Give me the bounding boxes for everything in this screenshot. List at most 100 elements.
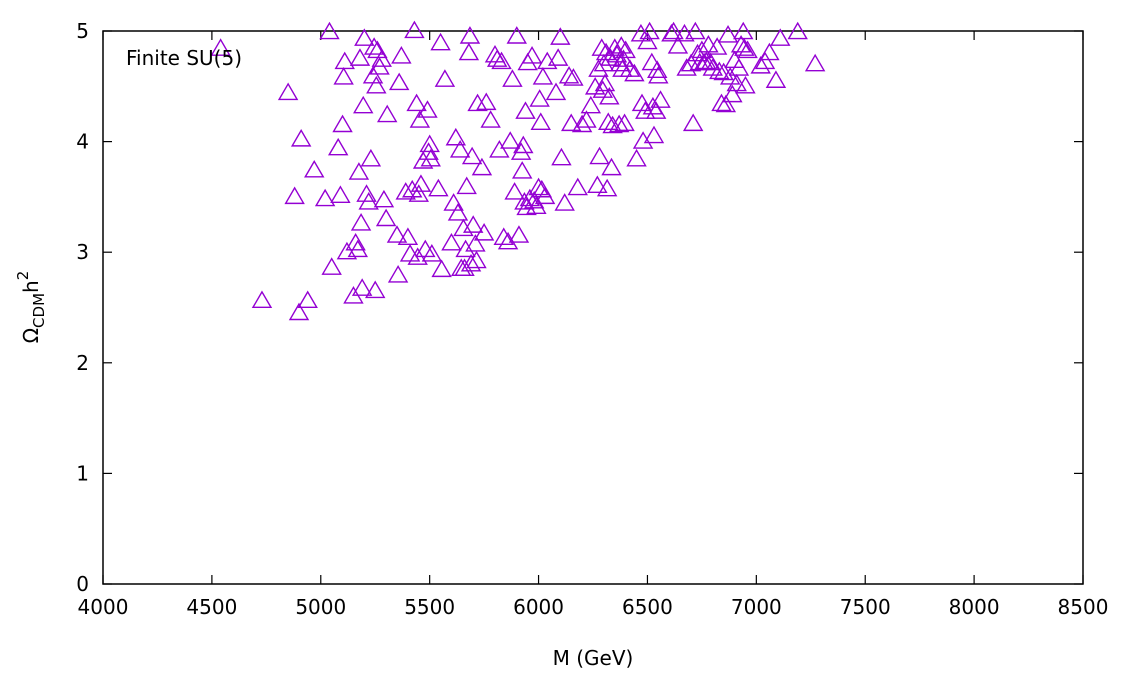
data-points: [210, 20, 826, 321]
data-point-triangle: [480, 110, 501, 128]
data-point-triangle: [251, 290, 273, 309]
data-point-triangle: [512, 161, 533, 179]
data-point-triangle: [397, 227, 419, 246]
data-point-triangle: [613, 49, 634, 67]
data-point-triangle: [334, 51, 355, 70]
data-point-triangle: [458, 42, 480, 61]
data-point-triangle: [641, 52, 663, 71]
data-point-triangle: [360, 148, 382, 167]
data-point-triangle: [599, 86, 620, 105]
data-point-triangle: [770, 28, 791, 46]
data-point-triangle: [532, 67, 554, 85]
data-point-triangle: [350, 213, 372, 231]
data-point-triangle: [356, 184, 377, 202]
data-point-triangle: [434, 69, 456, 87]
data-point-triangle: [371, 49, 392, 67]
data-point-triangle: [395, 182, 416, 200]
data-point-triangle: [441, 232, 462, 251]
data-point-triangle: [594, 73, 616, 92]
data-point-triangle: [754, 51, 776, 70]
x-tick-label: 5000: [295, 595, 346, 619]
data-point-triangle: [624, 63, 645, 82]
data-point-triangle: [650, 90, 671, 108]
data-point-triangle: [680, 53, 702, 72]
data-point-triangle: [733, 21, 754, 40]
data-point-triangle: [465, 234, 486, 252]
data-point-triangle: [456, 176, 477, 195]
y-axis-label-sup: 2: [14, 271, 32, 281]
y-axis-label-rest: h: [19, 280, 43, 293]
data-point-triangle: [506, 26, 527, 44]
data-point-triangle: [602, 115, 623, 134]
data-point-triangle: [420, 148, 441, 167]
data-point-triangle: [493, 227, 514, 246]
plot-area-border: [102, 30, 1084, 585]
data-point-triangle: [348, 162, 370, 180]
data-point-triangle: [410, 174, 432, 192]
data-point-triangle: [415, 239, 436, 258]
data-point-triangle: [663, 21, 684, 40]
axis-ticks: [102, 30, 1084, 585]
data-point-triangle: [614, 113, 635, 132]
data-point-triangle: [595, 42, 617, 61]
data-point-triangle: [528, 177, 549, 196]
data-point-triangle: [375, 208, 397, 227]
chart-annotation: Finite SU(5): [126, 46, 242, 70]
data-point-triangle: [580, 95, 602, 114]
y-tick-label: 0: [76, 572, 89, 596]
x-tick-label: 8000: [949, 595, 1000, 619]
data-point-triangle: [508, 225, 530, 243]
data-point-triangle: [554, 193, 575, 211]
data-point-triangle: [685, 21, 706, 40]
data-point-triangle: [453, 218, 474, 237]
data-point-triangle: [734, 38, 755, 56]
data-point-triangle: [391, 46, 412, 64]
data-point-triangle: [297, 290, 318, 309]
data-point-triangle: [643, 125, 665, 144]
data-point-triangle: [593, 53, 615, 72]
data-point-triangle: [759, 42, 780, 61]
data-point-triangle: [491, 51, 512, 70]
data-point-triangle: [332, 114, 353, 133]
data-point-triangle: [765, 70, 787, 88]
data-point-triangle: [687, 43, 708, 62]
x-tick-label: 7000: [731, 595, 782, 619]
data-point-triangle: [502, 69, 523, 87]
data-point-triangle: [592, 80, 614, 98]
data-point-triangle: [551, 147, 572, 166]
data-point-triangle: [471, 157, 493, 176]
x-tick-label: 4500: [186, 595, 237, 619]
data-point-triangle: [489, 140, 510, 158]
data-point-triangle: [696, 51, 717, 70]
data-point-triangle: [455, 239, 476, 258]
data-point-triangle: [445, 127, 467, 146]
data-point-triangle: [587, 175, 608, 194]
data-point-triangle: [567, 177, 588, 196]
data-point-triangle: [563, 68, 584, 86]
data-point-triangle: [290, 128, 312, 147]
data-point-triangle: [529, 89, 550, 107]
data-point-triangle: [515, 101, 536, 119]
data-point-triangle: [461, 146, 483, 165]
axis-tick-labels: 4000 4500 5000 5500 6000 6500 7000 7500 8000 8500…: [76, 19, 1108, 619]
data-point-triangle: [519, 188, 541, 207]
data-point-triangle: [314, 188, 336, 207]
data-point-triangle: [476, 92, 497, 111]
y-tick-label: 2: [76, 351, 89, 375]
data-point-triangle: [330, 185, 351, 203]
data-point-triangle: [463, 215, 484, 233]
data-point-triangle: [345, 232, 366, 251]
data-point-triangle: [615, 40, 636, 59]
data-point-triangle: [632, 131, 654, 149]
data-point-triangle: [321, 257, 342, 275]
data-point-triangle: [631, 93, 653, 112]
data-point-triangle: [576, 110, 597, 128]
data-point-triangle: [619, 59, 641, 77]
data-point-triangle: [386, 225, 408, 243]
plot-frame: [102, 30, 1084, 585]
data-point-triangle: [608, 114, 630, 133]
data-point-triangle: [591, 38, 612, 56]
data-point-triangle: [604, 38, 625, 56]
x-axis-label: M (GeV): [553, 646, 634, 670]
